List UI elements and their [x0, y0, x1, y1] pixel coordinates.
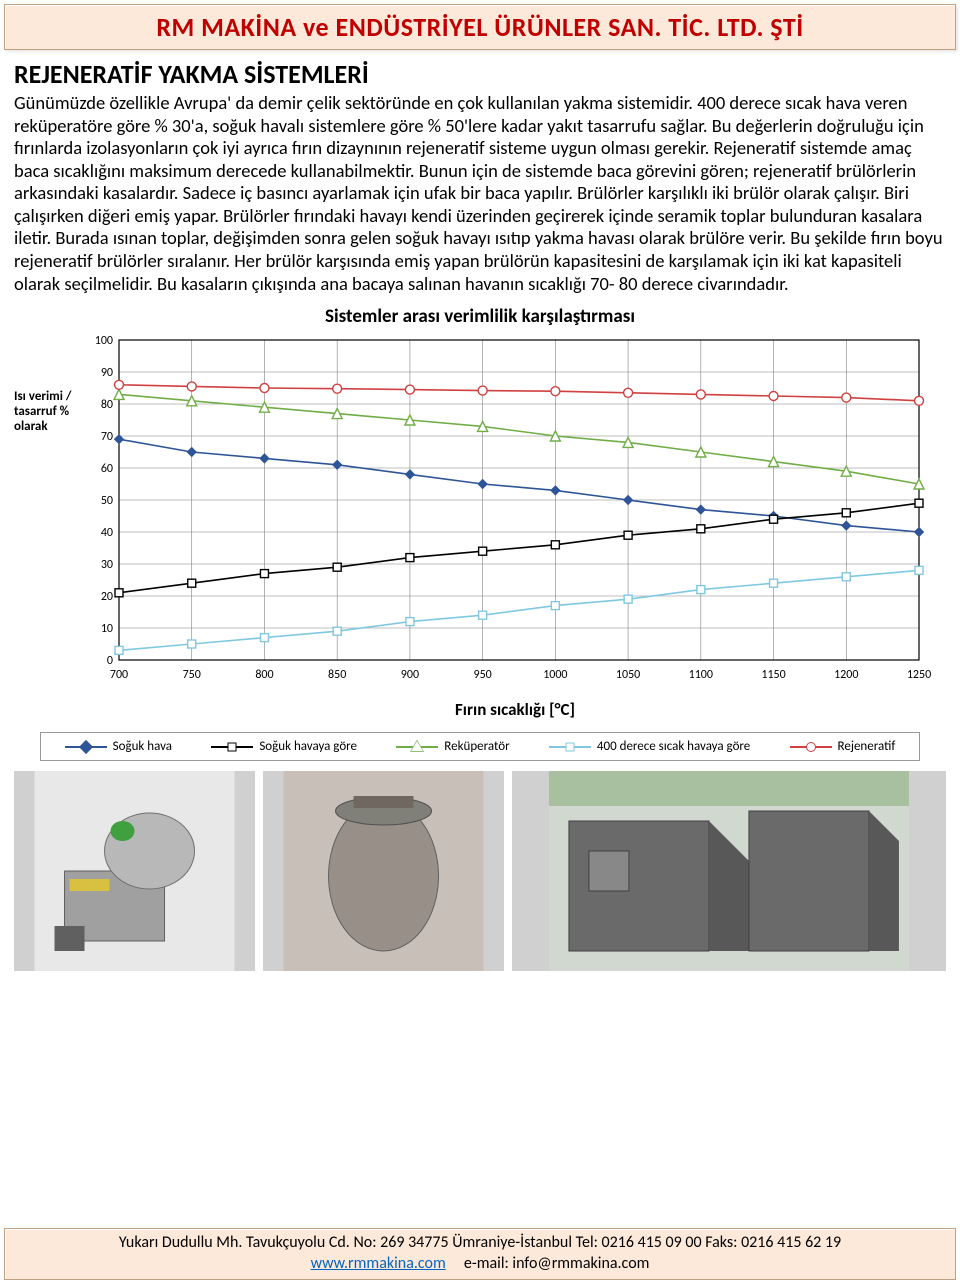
svg-text:90: 90 — [101, 366, 113, 380]
chart-legend: Soğuk hava Soğuk havaya göre Reküperatör… — [40, 732, 920, 761]
product-image-1 — [14, 771, 255, 971]
svg-text:60: 60 — [101, 462, 113, 476]
svg-text:1150: 1150 — [761, 668, 785, 682]
svg-text:30: 30 — [101, 558, 113, 572]
footer-address: Yukarı Dudullu Mh. Tavukçuyolu Cd. No: 2… — [11, 1233, 949, 1254]
legend-label: 400 derece sıcak havaya göre — [597, 739, 750, 754]
legend-item-rejeneratif: Rejeneratif — [790, 739, 896, 754]
y-axis-label: Isı verimi / tasarruf % olarak — [14, 330, 74, 435]
legend-label: Reküperatör — [444, 739, 509, 754]
section-title: REJENERATİF YAKMA SİSTEMLERİ — [0, 50, 960, 92]
svg-text:80: 80 — [101, 398, 113, 412]
body-paragraph: Günümüzde özellikle Avrupa' da demir çel… — [0, 92, 960, 301]
company-header: RM MAKİNA ve ENDÜSTRİYEL ÜRÜNLER SAN. Tİ… — [4, 4, 956, 50]
svg-text:900: 900 — [401, 668, 419, 682]
chart-container: Isı verimi / tasarruf % olarak 0 10 20 30 40… — [0, 330, 960, 695]
footer-email: info@rmmakina.com — [512, 1254, 649, 1273]
svg-text:10: 10 — [101, 622, 113, 636]
svg-text:70: 70 — [101, 430, 113, 444]
company-name: RM MAKİNA ve ENDÜSTRİYEL ÜRÜNLER SAN. Tİ… — [15, 11, 945, 43]
svg-text:50: 50 — [101, 494, 113, 508]
chart-plot: 0 10 20 30 40 50 60 70 80 90 100 700 750 800 850 900 950… — [74, 330, 934, 695]
footer-website-link[interactable]: www.rmmakina.com — [311, 1254, 446, 1273]
legend-item-rekuperator: Reküperatör — [396, 739, 509, 754]
svg-text:1050: 1050 — [616, 668, 640, 682]
svg-text:850: 850 — [328, 668, 346, 682]
product-image-3 — [512, 771, 946, 971]
legend-item-400-derece: 400 derece sıcak havaya göre — [549, 739, 750, 754]
footer: Yukarı Dudullu Mh. Tavukçuyolu Cd. No: 2… — [4, 1228, 956, 1280]
product-image-2 — [263, 771, 504, 971]
chart-title: Sistemler arası verimlilik karşılaştırma… — [0, 301, 960, 330]
svg-text:1000: 1000 — [543, 668, 567, 682]
footer-email-label: e-mail: — [464, 1254, 509, 1273]
svg-text:20: 20 — [101, 590, 113, 604]
legend-item-soguk-hava: Soğuk hava — [65, 739, 172, 754]
svg-text:1100: 1100 — [689, 668, 713, 682]
legend-label: Rejeneratif — [838, 739, 896, 754]
svg-text:750: 750 — [183, 668, 201, 682]
svg-text:800: 800 — [255, 668, 273, 682]
svg-text:1200: 1200 — [834, 668, 858, 682]
svg-text:100: 100 — [95, 334, 113, 348]
x-axis-label: Fırın sıcaklığı [°C] — [0, 695, 960, 726]
legend-item-soguk-havaya-gore: Soğuk havaya göre — [211, 739, 357, 754]
legend-label: Soğuk havaya göre — [259, 739, 357, 754]
diamond-marker-icon — [79, 739, 93, 753]
svg-text:40: 40 — [101, 526, 113, 540]
footer-contact-line: www.rmmakina.com e-mail: info@rmmakina.c… — [11, 1254, 949, 1275]
square-marker-icon — [228, 742, 237, 751]
svg-text:1250: 1250 — [907, 668, 931, 682]
svg-text:0: 0 — [107, 654, 113, 668]
circle-marker-icon — [806, 742, 816, 752]
product-images-row — [0, 771, 960, 979]
svg-text:950: 950 — [474, 668, 492, 682]
legend-label: Soğuk hava — [113, 739, 172, 754]
square-cyan-marker-icon — [565, 742, 574, 751]
svg-text:700: 700 — [110, 668, 128, 682]
